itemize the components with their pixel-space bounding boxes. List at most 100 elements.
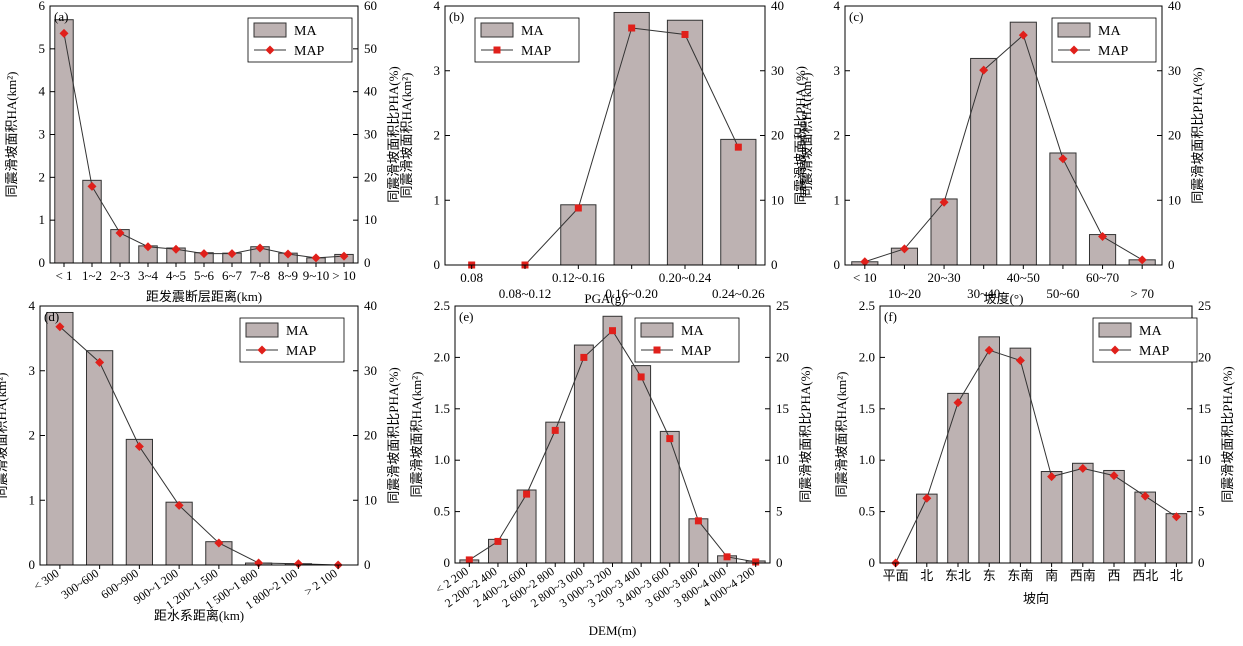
y-left-tick-label: 0 <box>29 557 36 572</box>
point-map <box>1078 463 1088 473</box>
x-tick-label: 西 <box>1107 568 1120 583</box>
x-tick-label: 南 <box>1045 568 1058 583</box>
legend-swatch-map-marker <box>493 46 501 54</box>
legend-swatch-ma <box>1098 322 1132 338</box>
legend-label-ma: MA <box>286 324 309 339</box>
y-right-axis-title: 同震滑坡面积比PHA(%) <box>1220 366 1235 503</box>
y-right-tick-label: 0 <box>364 255 371 270</box>
y-left-axis-title: 同震滑坡面积HA(km²) <box>834 372 849 498</box>
point-map <box>953 398 963 408</box>
bar-ma <box>165 501 193 566</box>
x-axis-title: 坡向 <box>1023 591 1049 606</box>
point-map <box>1018 30 1028 40</box>
y-left-axis-title: 同震滑坡面积HA(km²) <box>409 372 424 498</box>
bar-ma <box>1040 471 1063 564</box>
y-left-tick-label: 0 <box>834 257 841 272</box>
x-tick-label: 0.08~0.12 <box>499 286 552 301</box>
y-right-tick-label: 15 <box>1198 401 1211 416</box>
bar-ma <box>947 392 969 564</box>
bar-ma <box>1009 347 1032 564</box>
x-tick-label: < 300 <box>31 566 62 593</box>
point-map <box>227 249 237 259</box>
x-tick-label: 6~7 <box>222 268 243 283</box>
y-right-tick-label: 0 <box>776 555 783 570</box>
y-right-tick-label: 40 <box>364 298 377 313</box>
legend-swatch-ma <box>480 22 514 38</box>
point-map <box>87 181 97 191</box>
bar-ma <box>720 138 757 266</box>
legend-swatch-ma <box>1057 22 1091 38</box>
legend-label-ma: MA <box>681 324 704 339</box>
point-map <box>694 517 702 525</box>
point-map <box>59 28 69 38</box>
y-right-axis-title: 同震滑坡面积比PHA(%) <box>798 366 813 503</box>
x-tick-label: 东南 <box>1007 568 1033 583</box>
x-tick-label: 平面 <box>883 568 909 583</box>
x-tick-label: 8~9 <box>278 268 298 283</box>
y-right-tick-label: 5 <box>1198 504 1205 519</box>
point-map <box>752 558 760 566</box>
line-map <box>63 33 345 259</box>
x-tick-label: 东北 <box>945 568 971 583</box>
y-right-tick-label: 25 <box>776 298 789 313</box>
bar-ma <box>970 57 998 266</box>
chart-panel-b: 012340102030400.080.08~0.120.12~0.160.16… <box>399 0 808 306</box>
y-left-tick-label: 1 <box>834 192 841 207</box>
line-map <box>864 34 1143 263</box>
bar-ma <box>573 344 594 564</box>
panel-label: (b) <box>449 9 464 24</box>
legend: MA MAP <box>474 17 580 63</box>
y-left-tick-label: 0 <box>434 257 441 272</box>
x-tick-label: 5~6 <box>194 268 215 283</box>
x-tick-label: 20~30 <box>928 270 961 285</box>
bar-ma <box>1009 21 1037 266</box>
panel-label: (e) <box>459 309 473 324</box>
x-tick-label: > 2 100 <box>302 566 340 599</box>
bar-ma <box>688 518 709 564</box>
point-map <box>1140 491 1150 501</box>
x-tick-label: 东 <box>983 568 996 583</box>
point-map <box>293 559 303 569</box>
point-map <box>1098 232 1108 242</box>
point-map <box>55 322 65 332</box>
legend-swatch-ma <box>245 322 279 338</box>
panel-label: (f) <box>884 309 897 324</box>
bar-ma <box>1072 462 1094 564</box>
x-axis-title: 距发震断层距离(km) <box>146 289 262 304</box>
y-right-axis-title: 同震滑坡面积比PHA (%) <box>793 66 808 205</box>
y-left-tick-label: 0 <box>39 255 46 270</box>
bar-ma <box>125 438 153 566</box>
y-right-tick-label: 0 <box>771 257 778 272</box>
y-right-tick-label: 20 <box>364 428 377 443</box>
line-map <box>895 349 1177 564</box>
x-axis-title: 距水系距离(km) <box>154 608 244 623</box>
x-tick-label: 300~600 <box>59 566 102 602</box>
y-left-tick-label: 4 <box>434 0 441 13</box>
x-tick-label: 西北 <box>1132 568 1158 583</box>
x-tick-label: 0.12~0.16 <box>552 270 605 285</box>
x-tick-label: 西南 <box>1070 568 1096 583</box>
legend-label-map: MAP <box>1098 44 1129 59</box>
x-tick-label: 4~5 <box>166 268 186 283</box>
y-left-tick-label: 4 <box>39 84 46 99</box>
legend-label-ma: MA <box>1098 24 1121 39</box>
point-map <box>580 353 588 361</box>
y-left-tick-label: 2.5 <box>859 298 875 313</box>
point-map <box>939 197 949 207</box>
y-right-tick-label: 0 <box>1198 555 1205 570</box>
y-right-tick-label: 25 <box>1198 298 1211 313</box>
point-map <box>255 243 265 253</box>
y-left-tick-label: 0 <box>869 555 876 570</box>
y-left-axis-title: 同震滑坡面积HA(km²) <box>4 72 19 198</box>
line-map <box>59 326 339 566</box>
y-right-tick-label: 20 <box>1198 349 1211 364</box>
point-map <box>494 537 502 545</box>
point-map <box>214 538 224 548</box>
chart-panel-f: 00.51.01.52.02.50510152025平面北东北东东南南西南西西北… <box>834 298 1235 606</box>
y-left-tick-label: 1 <box>434 192 441 207</box>
bar-ma <box>54 19 74 264</box>
legend-label-ma: MA <box>1139 324 1162 339</box>
bar-ma <box>560 204 597 266</box>
